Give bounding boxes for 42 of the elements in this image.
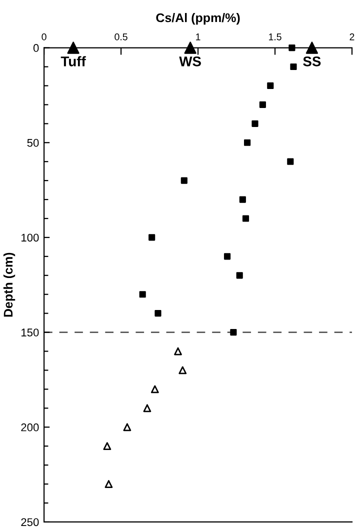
annotation: WS [179,56,201,66]
point [287,158,294,165]
point [178,366,187,374]
point [230,329,237,336]
annotation: Tuff [60,56,86,66]
x-tick-label: 0.5 [114,33,128,40]
point [259,101,266,108]
point [154,310,162,317]
point [224,253,231,260]
y-tick-label: 150 [21,328,39,336]
point [139,291,146,298]
y-tick-label: 100 [21,234,39,242]
x-tick-label: 1 [196,34,200,40]
x-tick-label: 0 [42,33,46,40]
annotation: SS [303,56,321,66]
x-tick-label: 1.5 [268,34,282,40]
point [184,42,196,54]
point [239,196,246,203]
y-tick-label: 200 [21,423,39,432]
point [148,234,156,241]
point [236,272,243,279]
point [306,42,318,54]
x-axis-title: Cs/Al (ppm/%) [156,13,240,25]
point [242,215,250,222]
point [104,480,113,488]
point [267,82,274,90]
y-tick-label: 250 [21,518,39,526]
point [288,44,296,52]
y-tick-label: 0 [33,44,39,52]
point [290,63,297,70]
point [123,423,132,432]
point [143,404,152,412]
point [252,120,258,127]
point [174,347,182,356]
y-tick-label: 50 [27,138,39,147]
y-axis-title: Depth (cm) [3,252,16,317]
point [67,42,80,54]
point [103,442,112,450]
point [180,177,188,184]
x-tick-label: 2 [350,33,354,40]
point [150,385,159,394]
point [244,139,251,146]
